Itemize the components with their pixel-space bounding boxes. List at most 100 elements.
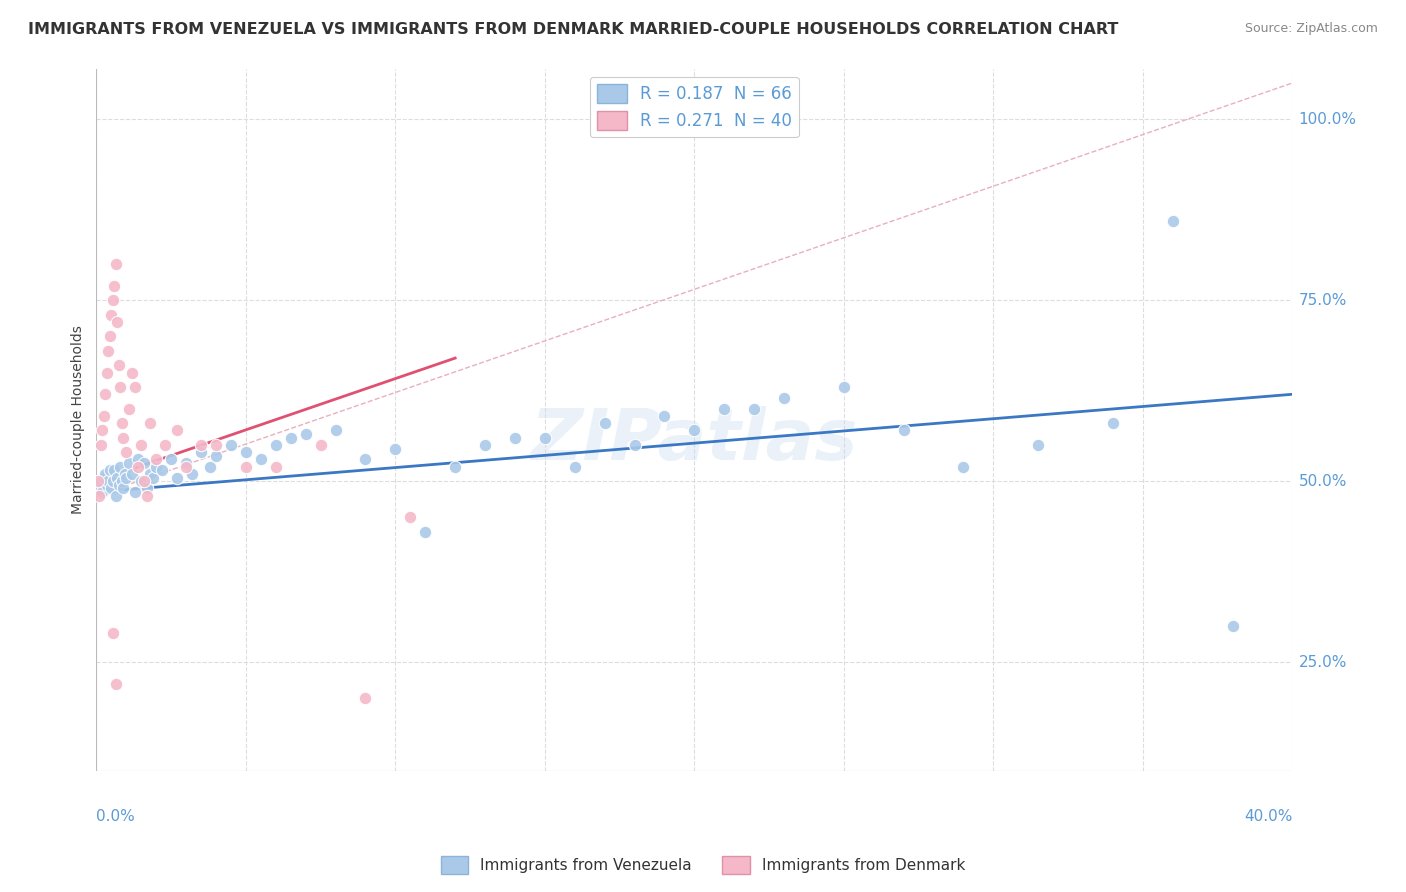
- Point: [413, 524, 436, 539]
- Point: [534, 431, 557, 445]
- Point: [742, 401, 765, 416]
- Point: [166, 470, 188, 484]
- Point: [121, 467, 143, 481]
- Point: [309, 438, 332, 452]
- Point: [127, 459, 149, 474]
- Legend: Immigrants from Venezuela, Immigrants from Denmark: Immigrants from Venezuela, Immigrants fr…: [434, 850, 972, 880]
- Point: [129, 474, 152, 488]
- Point: [89, 489, 111, 503]
- Point: [118, 401, 141, 416]
- Point: [354, 452, 377, 467]
- Point: [107, 359, 129, 373]
- Point: [235, 445, 257, 459]
- Point: [893, 424, 915, 438]
- Point: [105, 315, 128, 329]
- Point: [94, 467, 117, 481]
- Point: [112, 482, 135, 496]
- Point: [139, 416, 162, 430]
- Point: [127, 452, 149, 467]
- Point: [160, 452, 183, 467]
- Point: [97, 343, 120, 358]
- Point: [623, 438, 645, 452]
- Point: [103, 278, 125, 293]
- Point: [91, 485, 114, 500]
- Point: [111, 416, 134, 430]
- Text: IMMIGRANTS FROM VENEZUELA VS IMMIGRANTS FROM DENMARK MARRIED-COUPLE HOUSEHOLDS C: IMMIGRANTS FROM VENEZUELA VS IMMIGRANTS …: [28, 22, 1119, 37]
- Point: [832, 380, 855, 394]
- Point: [136, 489, 159, 503]
- Point: [1222, 619, 1244, 633]
- Point: [219, 438, 242, 452]
- Point: [98, 329, 121, 343]
- Point: [181, 467, 204, 481]
- Point: [153, 438, 176, 452]
- Point: [103, 463, 125, 477]
- Point: [264, 459, 287, 474]
- Point: [205, 438, 228, 452]
- Point: [100, 482, 122, 496]
- Point: [136, 482, 159, 496]
- Point: [91, 424, 114, 438]
- Point: [174, 459, 197, 474]
- Point: [90, 438, 112, 452]
- Point: [110, 459, 132, 474]
- Point: [683, 424, 706, 438]
- Point: [294, 427, 316, 442]
- Text: 100.0%: 100.0%: [1298, 112, 1357, 127]
- Point: [112, 431, 135, 445]
- Point: [134, 474, 156, 488]
- Point: [145, 452, 167, 467]
- Point: [124, 380, 146, 394]
- Point: [713, 401, 735, 416]
- Point: [124, 485, 146, 500]
- Text: ZIPatlas: ZIPatlas: [530, 406, 858, 475]
- Point: [121, 366, 143, 380]
- Point: [503, 431, 526, 445]
- Point: [354, 691, 377, 706]
- Point: [111, 474, 134, 488]
- Point: [101, 293, 124, 308]
- Point: [142, 470, 165, 484]
- Point: [90, 474, 112, 488]
- Point: [773, 391, 796, 405]
- Point: [87, 474, 110, 488]
- Point: [115, 470, 138, 484]
- Point: [104, 677, 127, 691]
- Point: [399, 510, 422, 524]
- Point: [384, 442, 406, 456]
- Text: 0.0%: 0.0%: [97, 809, 135, 824]
- Point: [93, 409, 115, 423]
- Point: [104, 489, 127, 503]
- Point: [93, 470, 115, 484]
- Point: [190, 438, 212, 452]
- Point: [118, 456, 141, 470]
- Text: Source: ZipAtlas.com: Source: ZipAtlas.com: [1244, 22, 1378, 36]
- Point: [101, 474, 124, 488]
- Point: [96, 477, 118, 491]
- Point: [96, 366, 118, 380]
- Point: [101, 626, 124, 640]
- Point: [1102, 416, 1125, 430]
- Point: [1026, 438, 1049, 452]
- Point: [174, 456, 197, 470]
- Text: 40.0%: 40.0%: [1244, 809, 1292, 824]
- Point: [205, 449, 228, 463]
- Point: [107, 477, 129, 491]
- Point: [952, 459, 974, 474]
- Point: [139, 467, 162, 481]
- Point: [150, 463, 173, 477]
- Point: [129, 438, 152, 452]
- Point: [115, 445, 138, 459]
- Point: [105, 470, 128, 484]
- Y-axis label: Married-couple Households: Married-couple Households: [72, 326, 86, 514]
- Text: 75.0%: 75.0%: [1298, 293, 1347, 308]
- Point: [280, 431, 302, 445]
- Point: [166, 424, 188, 438]
- Point: [134, 456, 156, 470]
- Point: [104, 257, 127, 271]
- Text: 25.0%: 25.0%: [1298, 655, 1347, 670]
- Point: [474, 438, 496, 452]
- Point: [94, 387, 117, 401]
- Point: [89, 482, 111, 496]
- Point: [1161, 213, 1184, 227]
